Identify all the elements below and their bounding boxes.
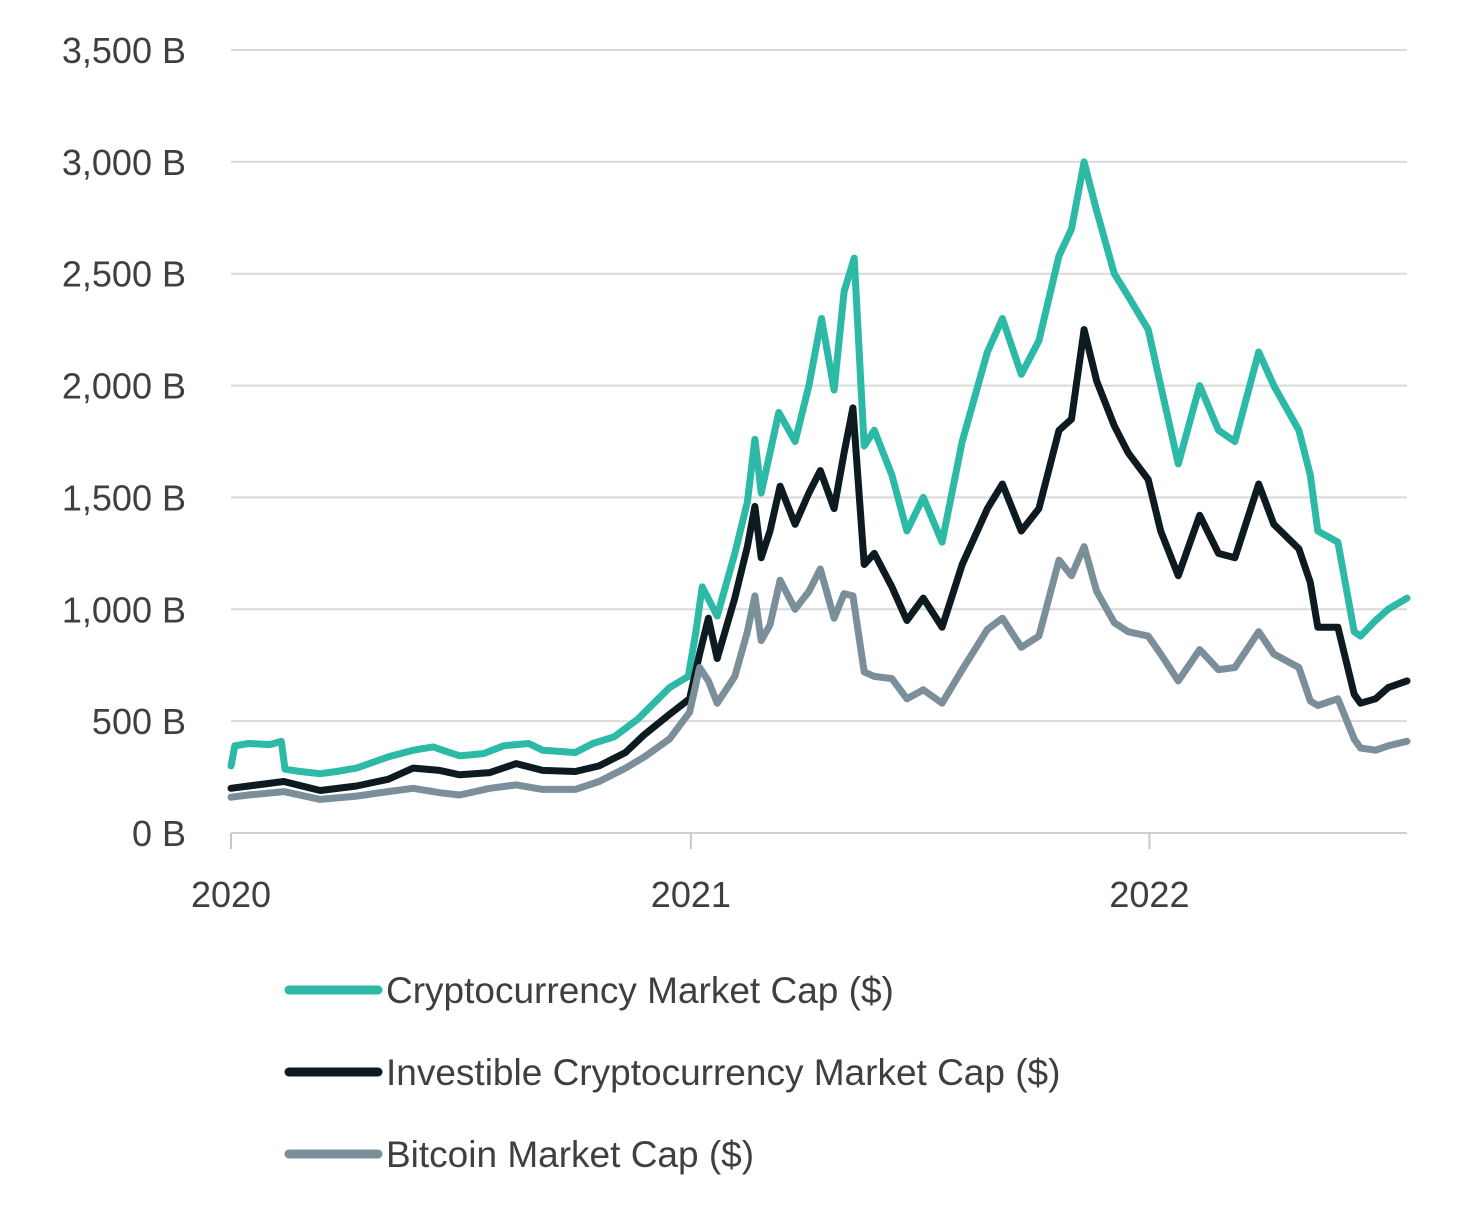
legend-label-investible-cryptocurrency-market-cap: Investible Cryptocurrency Market Cap ($)	[386, 1052, 1060, 1093]
x-axis-ticks: 2020 2021 2022	[191, 833, 1189, 915]
y-tick-label-2500: 2,500 B	[62, 254, 186, 295]
x-tick-label-2020: 2020	[191, 874, 271, 915]
y-tick-label-3000: 3,000 B	[62, 142, 186, 183]
y-tick-label-2000: 2,000 B	[62, 366, 186, 407]
y-tick-label-1000: 1,000 B	[62, 589, 186, 630]
y-tick-label-3500: 3,500 B	[62, 30, 186, 71]
y-tick-label-1500: 1,500 B	[62, 477, 186, 518]
y-tick-label-500: 500 B	[92, 701, 186, 742]
legend-label-bitcoin-market-cap: Bitcoin Market Cap ($)	[386, 1134, 754, 1175]
series-line-cryptocurrency-market-cap	[227, 158, 1411, 778]
series-line-investible-cryptocurrency-market-cap	[227, 326, 1411, 794]
series-lines	[227, 158, 1411, 803]
x-tick-label-2021: 2021	[651, 874, 731, 915]
series-line-bitcoin-market-cap	[227, 543, 1411, 803]
y-tick-label-0: 0 B	[132, 813, 186, 854]
y-axis-tick-labels: 0 B 500 B 1,000 B 1,500 B 2,000 B 2,500 B 3,00…	[62, 30, 186, 854]
legend-label-cryptocurrency-market-cap: Cryptocurrency Market Cap ($)	[386, 970, 894, 1011]
y-gridlines	[231, 49, 1407, 723]
legend: Cryptocurrency Market Cap ($) Investible …	[284, 970, 1060, 1175]
x-tick-label-2022: 2022	[1109, 874, 1189, 915]
